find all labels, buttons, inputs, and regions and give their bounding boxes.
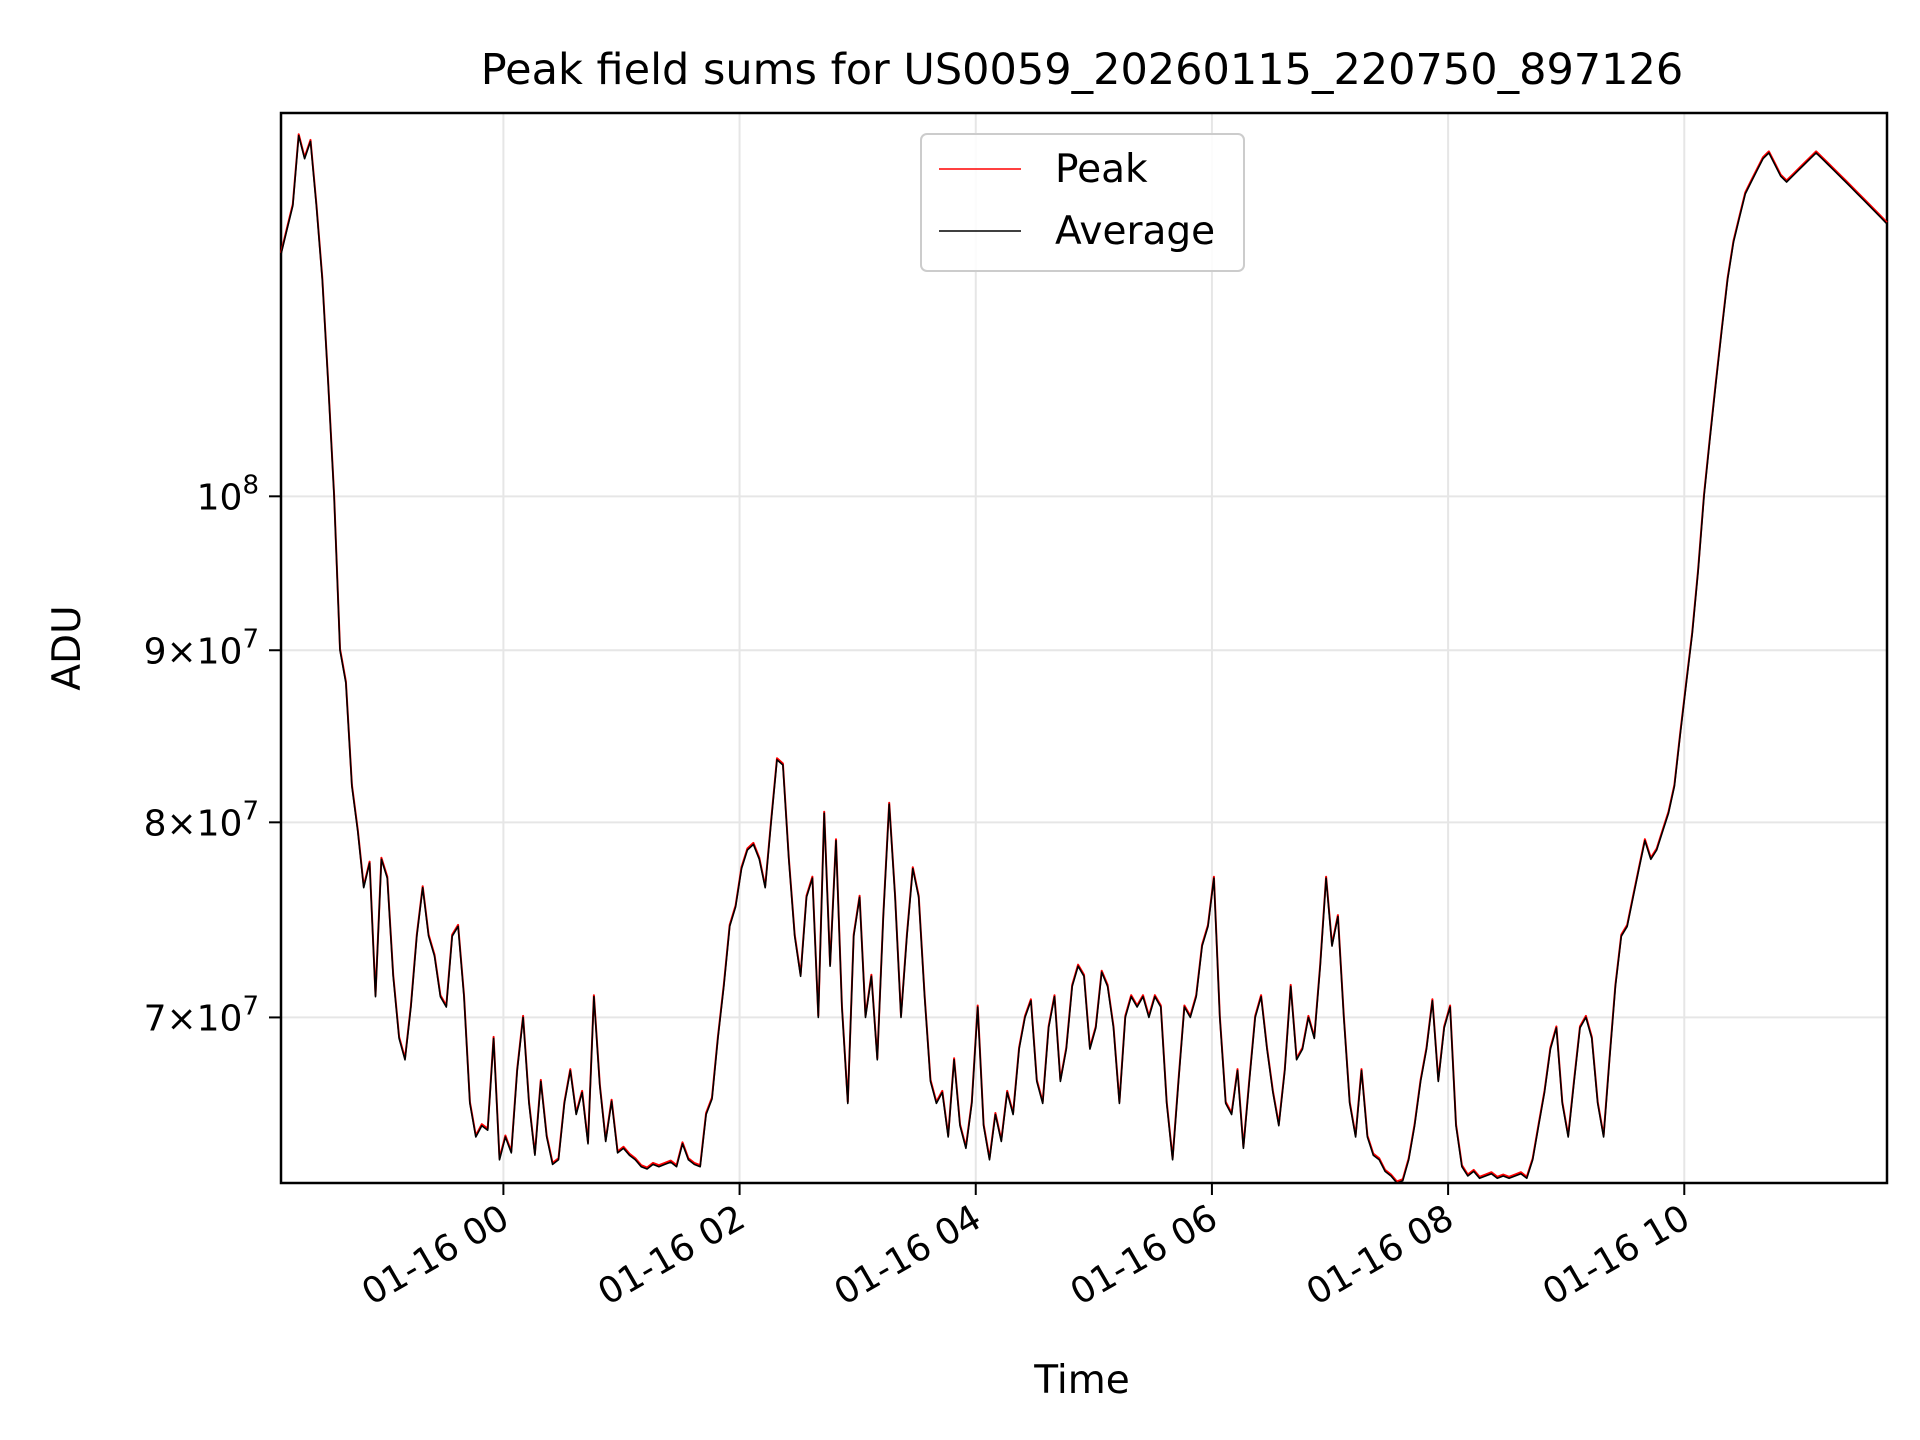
x-axis-label: Time bbox=[1033, 1358, 1129, 1403]
y-axis-label: ADU bbox=[45, 605, 90, 690]
y-tick-label: 8×107 bbox=[144, 796, 259, 844]
plot-area bbox=[279, 111, 1889, 1185]
series-lines bbox=[280, 133, 1888, 1184]
legend: Peak Average bbox=[920, 133, 1245, 272]
legend-label-average: Average bbox=[1055, 209, 1215, 254]
series-line-average bbox=[280, 134, 1888, 1184]
chart-title: Peak field sums for US0059_20260115_2207… bbox=[481, 45, 1684, 95]
legend-label-peak: Peak bbox=[1055, 147, 1148, 192]
y-axis: 7×107 8×107 9×107 108 bbox=[144, 470, 281, 1039]
y-tick-label: 108 bbox=[197, 470, 259, 518]
y-tick-label: 9×107 bbox=[144, 624, 259, 672]
grid bbox=[281, 113, 1887, 1183]
y-tick-label: 7×107 bbox=[144, 991, 259, 1039]
